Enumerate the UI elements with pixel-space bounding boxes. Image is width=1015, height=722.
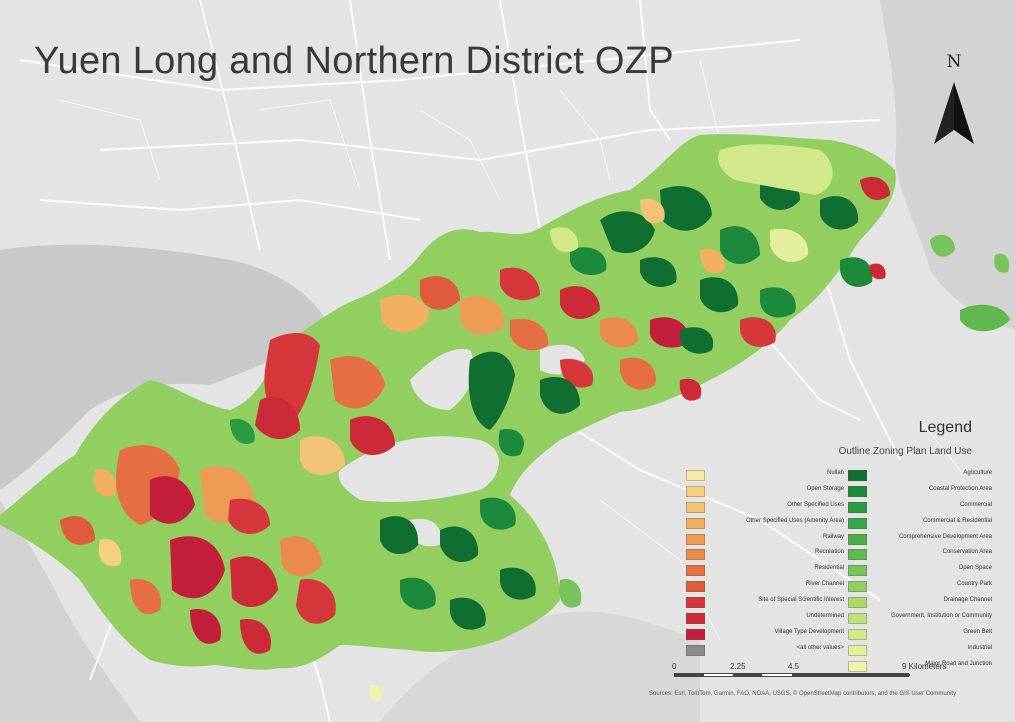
legend-column-left: Nullah Open Storage Other Specified Uses Ot… [676,469,844,660]
legend-label: Site of Special Scientific Interest [758,597,844,604]
legend-item: Village Type Development [676,628,844,644]
legend-swatch [848,660,867,672]
legend-label: Commercial [959,501,992,508]
scale-tick-1: 2.25 [730,662,746,671]
legend-label: Agriculture [963,470,992,476]
legend-swatch [848,597,867,609]
scale-bar: 0 2.25 4.5 9 Kilometers [664,662,996,692]
legend-swatch [848,565,867,577]
legend-swatch [848,533,867,545]
legend-label: Coastal Protection Area [928,485,992,492]
legend-swatch [686,501,705,513]
legend-swatch [848,501,867,513]
legend-item: Green Belt [848,628,992,644]
legend: Legend Outline Zoning Plan Land Use Null… [676,415,996,672]
legend-swatch [848,628,867,640]
legend-swatch [686,628,705,640]
legend-swatch [686,517,705,529]
legend-label: Undetermined [806,613,844,620]
legend-swatch [686,533,705,545]
legend-item: River Channel [676,580,844,596]
legend-label: Comprehensive Development Area [898,533,992,540]
legend-label: Railway [822,533,844,540]
legend-swatch [686,613,705,625]
legend-column-right: Agriculture Coastal Protection Area Commer… [848,469,992,676]
north-arrow: N [930,52,978,147]
legend-item: Coastal Protection Area [848,485,992,501]
scale-tick-2: 4.5 [788,662,800,671]
legend-item: <all other values> [676,644,844,660]
legend-item: Open Space [848,564,992,580]
legend-swatch [686,549,705,561]
attribution: Sources: Esri, TomTom, Garmin, FAO, NOAA… [649,691,957,697]
legend-label: Open Space [958,565,992,572]
legend-item: Industrial [848,644,992,660]
legend-label: Open Storage [806,485,844,492]
legend-label: Other Specified Uses [787,501,844,508]
legend-label: Residential [814,565,844,572]
legend-title: Legend [918,419,972,436]
legend-item: Commercial [848,501,992,517]
legend-item: Railway [676,533,844,549]
legend-label: Drainage Channel [943,597,992,604]
legend-subtitle: Outline Zoning Plan Land Use [838,446,972,457]
legend-label: Nullah [826,470,844,476]
legend-swatch [848,470,867,481]
legend-label: Conservation Area [942,549,992,556]
legend-item: Major Road and Junction [848,660,992,676]
legend-item: Residential [676,564,844,580]
legend-swatch [848,549,867,561]
legend-swatch [686,470,705,481]
unzoned-area-1 [410,349,474,410]
north-label: N [946,52,962,72]
legend-item: Country Park [848,580,992,596]
southern-hills [380,611,700,722]
legend-item: Commercial & Residential [848,517,992,533]
legend-item: Recreation [676,548,844,564]
legend-item: Agriculture [848,469,992,485]
legend-swatch [686,565,705,577]
legend-label: Major Road and Junction [925,660,992,667]
legend-label: Commercial & Residential [922,517,992,524]
legend-swatch [848,613,867,625]
legend-swatch [686,644,705,656]
legend-item: Drainage Channel [848,596,992,612]
legend-swatch [686,597,705,609]
legend-item: Other Specified Uses [676,501,844,517]
legend-label: Other Specified Uses (Amenity Area) [745,517,844,524]
legend-label: Government, Institution or Community [890,613,992,620]
eastern-bay-water [880,0,1015,330]
legend-swatch [848,485,867,497]
legend-item: Site of Special Scientific Interest [676,596,844,612]
legend-label: Green Belt [963,628,992,635]
legend-item: Government, Institution or Community [848,612,992,628]
deep-bay-water [0,244,330,490]
legend-label: Village Type Development [774,628,845,635]
legend-item: Open Storage [676,485,844,501]
north-arrow-icon [934,82,974,144]
scale-tick-0: 0 [672,662,677,671]
map-title: Yuen Long and Northern District OZP [34,40,674,82]
legend-swatch [686,485,705,497]
legend-label: Recreation [814,549,844,556]
legend-swatch [848,517,867,529]
legend-item: Other Specified Uses (Amenity Area) [676,517,844,533]
legend-label: River Channel [805,581,844,588]
legend-label: <all other values> [796,644,844,651]
scale-tick-3: 9 Kilometers [902,662,947,671]
south-western-water [0,500,140,722]
legend-label: Country Park [956,581,992,588]
legend-item: Nullah [676,469,844,485]
legend-item: Conservation Area [848,548,992,564]
legend-swatch [686,581,705,593]
legend-label: Industrial [967,644,992,651]
legend-item: Undetermined [676,612,844,628]
legend-swatch [848,644,867,656]
legend-item: Comprehensive Development Area [848,533,992,549]
legend-swatch [848,581,867,593]
scale-bar-graphic [674,673,910,677]
